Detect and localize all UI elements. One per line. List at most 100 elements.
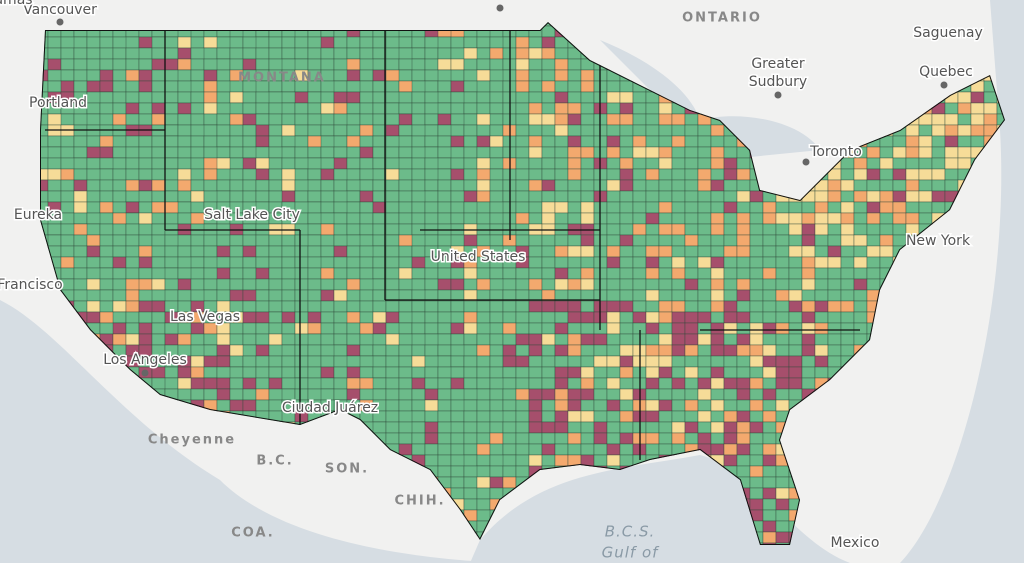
county — [554, 146, 569, 159]
county — [60, 146, 75, 159]
county — [853, 267, 868, 280]
county — [372, 245, 387, 258]
county — [437, 179, 452, 192]
county — [125, 113, 140, 126]
county — [554, 190, 569, 203]
county — [645, 267, 660, 280]
county — [125, 234, 140, 247]
county — [359, 223, 374, 236]
county — [567, 399, 582, 412]
county — [463, 212, 478, 225]
county — [541, 333, 556, 346]
county — [489, 421, 504, 434]
county — [710, 201, 725, 214]
county — [320, 355, 335, 368]
county — [645, 322, 660, 335]
county — [99, 223, 114, 236]
county — [125, 36, 140, 49]
county — [112, 190, 127, 203]
county — [320, 91, 335, 104]
county — [554, 454, 569, 467]
county — [476, 498, 491, 511]
county — [190, 36, 205, 49]
county — [138, 212, 153, 225]
place-label: United States — [431, 249, 526, 265]
county — [515, 465, 530, 478]
county — [723, 355, 738, 368]
county — [489, 267, 504, 280]
county — [619, 80, 634, 93]
county — [736, 168, 751, 181]
county — [736, 179, 751, 192]
county — [710, 289, 725, 302]
county — [658, 146, 673, 159]
county — [125, 311, 140, 324]
county — [528, 47, 543, 60]
county — [580, 212, 595, 225]
city-dot — [774, 91, 782, 99]
county — [658, 179, 673, 192]
county — [268, 168, 283, 181]
county — [112, 146, 127, 159]
county — [697, 421, 712, 434]
county — [216, 190, 231, 203]
county — [177, 146, 192, 159]
county — [385, 366, 400, 379]
county — [242, 245, 257, 258]
county — [255, 124, 270, 137]
county — [658, 300, 673, 313]
county — [567, 256, 582, 269]
county — [255, 377, 270, 390]
county — [164, 190, 179, 203]
county — [151, 278, 166, 291]
county — [528, 234, 543, 247]
county — [437, 91, 452, 104]
county — [723, 256, 738, 269]
county — [749, 465, 764, 478]
county — [619, 245, 634, 258]
county — [775, 344, 790, 357]
county — [645, 388, 660, 401]
county — [463, 454, 478, 467]
county — [814, 355, 829, 368]
county — [372, 267, 387, 280]
county — [671, 344, 686, 357]
county — [528, 278, 543, 291]
county — [281, 146, 296, 159]
county — [333, 135, 348, 148]
county — [775, 289, 790, 302]
county — [151, 300, 166, 313]
county — [788, 234, 803, 247]
county — [86, 179, 101, 192]
county — [892, 157, 907, 170]
county — [346, 245, 361, 258]
county — [164, 168, 179, 181]
county — [489, 80, 504, 93]
county — [385, 399, 400, 412]
county — [606, 399, 621, 412]
county — [879, 157, 894, 170]
county — [320, 223, 335, 236]
county — [684, 278, 699, 291]
county — [73, 146, 88, 159]
county — [489, 300, 504, 313]
county — [814, 333, 829, 346]
county — [658, 377, 673, 390]
county — [567, 432, 582, 445]
county — [580, 102, 595, 115]
county — [619, 421, 634, 434]
county — [463, 179, 478, 192]
county — [580, 146, 595, 159]
county — [697, 234, 712, 247]
county — [242, 47, 257, 60]
county — [398, 300, 413, 313]
county — [710, 146, 725, 159]
county — [606, 454, 621, 467]
county — [99, 234, 114, 247]
county — [112, 289, 127, 302]
county — [619, 91, 634, 104]
county — [684, 124, 699, 137]
county — [801, 212, 816, 225]
county — [164, 256, 179, 269]
county — [203, 179, 218, 192]
